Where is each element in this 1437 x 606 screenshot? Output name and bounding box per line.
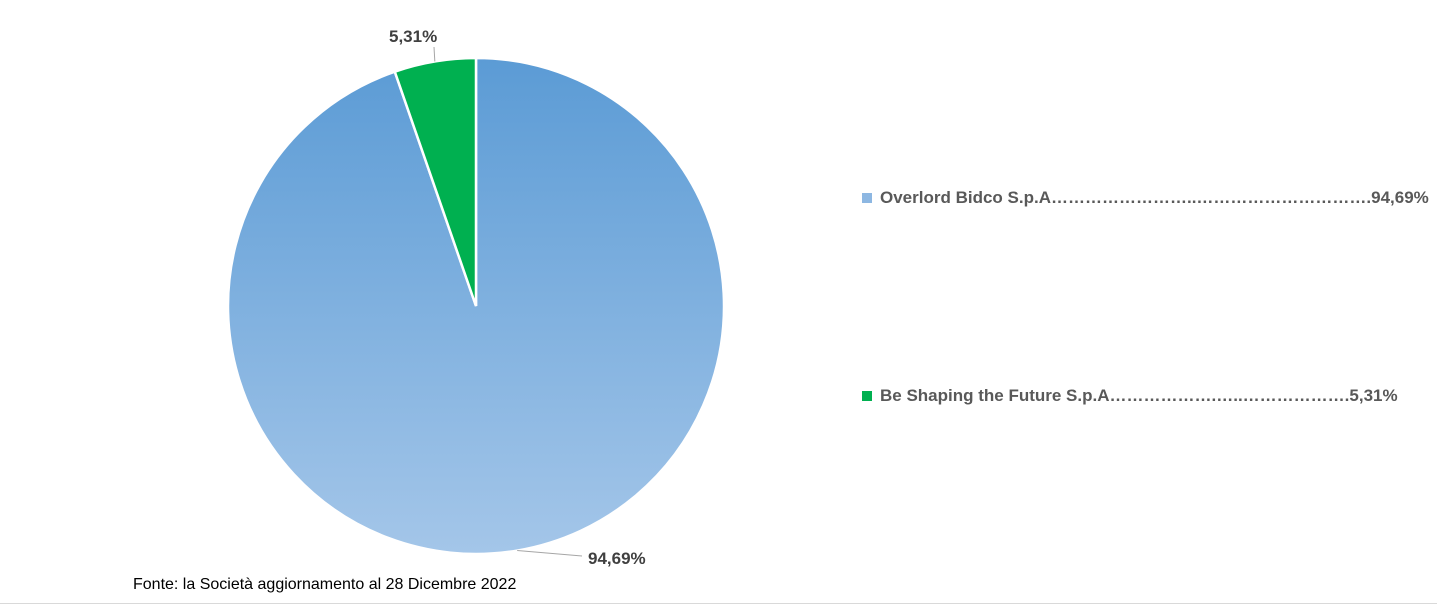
pie-slice-be-shaping [393,56,478,307]
source-note: Fonte: la Società aggiornamento al 28 Di… [133,576,517,593]
pie-slices [226,56,726,556]
leader-line-be-shaping [433,46,436,62]
data-label-overlord: 94,69% [588,549,646,568]
label-leader-lines [433,46,583,557]
legend-swatch-overlord [862,193,872,203]
legend-item-be-shaping: Be Shaping the Future S.p.A……………….…..………… [862,386,1398,406]
bottom-divider [0,603,1437,604]
legend-label-overlord: Overlord Bidco S.p.A……………………..…………………………… [880,188,1429,207]
data-label-be-shaping: 5,31% [389,27,437,46]
legend-swatch-be-shaping [862,391,872,401]
leader-line-overlord [517,550,583,557]
legend-label-be-shaping: Be Shaping the Future S.p.A……………….…..………… [880,386,1398,405]
legend-item-overlord: Overlord Bidco S.p.A……………………..…………………………… [862,188,1429,208]
